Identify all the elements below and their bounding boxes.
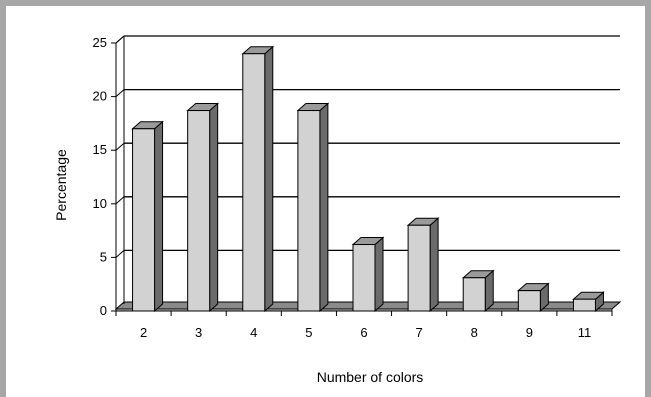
x-tick-labels: 2 3 4 5 6 7 8 9 11 bbox=[140, 325, 591, 340]
bar-front bbox=[462, 277, 486, 312]
bar-front bbox=[242, 53, 266, 312]
y-axis-title: Percentage bbox=[53, 149, 69, 221]
axes bbox=[111, 35, 613, 316]
x-tick-label: 11 bbox=[578, 325, 592, 340]
bar-side bbox=[264, 45, 274, 313]
bar-front bbox=[297, 110, 321, 312]
x-tick-label: 4 bbox=[250, 325, 257, 340]
gridline-connector bbox=[115, 196, 125, 205]
bar-side bbox=[209, 102, 219, 313]
y-tick-label: 10 bbox=[93, 196, 107, 211]
x-tick-label: 2 bbox=[140, 325, 147, 340]
bar bbox=[241, 45, 275, 313]
x-tick-label: 8 bbox=[471, 325, 478, 340]
bars bbox=[131, 45, 605, 313]
y-tick-label: 20 bbox=[93, 89, 107, 104]
bar-front bbox=[187, 110, 211, 312]
bar-front bbox=[407, 224, 431, 312]
bar-side bbox=[154, 120, 164, 313]
bar bbox=[406, 217, 440, 313]
bar-side bbox=[319, 102, 329, 313]
bar-front bbox=[352, 244, 376, 312]
bar-side bbox=[429, 217, 439, 313]
x-axis-title: Number of colors bbox=[317, 369, 424, 385]
bar bbox=[572, 291, 605, 313]
y-tick-label: 25 bbox=[93, 35, 107, 50]
bar bbox=[131, 120, 164, 313]
y-tick-labels: 0 5 10 15 20 25 bbox=[93, 35, 107, 318]
bar bbox=[351, 236, 385, 313]
gridline-connector bbox=[115, 142, 125, 151]
bar bbox=[461, 269, 495, 313]
bar bbox=[296, 102, 330, 313]
y-tick-label: 0 bbox=[100, 303, 107, 318]
bar-front bbox=[132, 128, 156, 312]
gridline-connector bbox=[115, 250, 125, 258]
x-tick-label: 6 bbox=[360, 325, 367, 340]
y-tick-label: 5 bbox=[100, 249, 107, 264]
bar bbox=[517, 282, 550, 313]
bar-side bbox=[374, 236, 384, 313]
bar bbox=[186, 102, 219, 313]
bar-front bbox=[572, 298, 596, 312]
x-tick-label: 3 bbox=[195, 325, 202, 340]
y-tick-label: 15 bbox=[93, 142, 107, 157]
gridline-connector bbox=[115, 89, 125, 97]
x-tick-label: 9 bbox=[526, 325, 533, 340]
bar-front bbox=[517, 290, 541, 312]
x-tick-label: 5 bbox=[305, 325, 312, 340]
wall-top-edge bbox=[115, 35, 125, 44]
x-tick-label: 7 bbox=[415, 325, 422, 340]
